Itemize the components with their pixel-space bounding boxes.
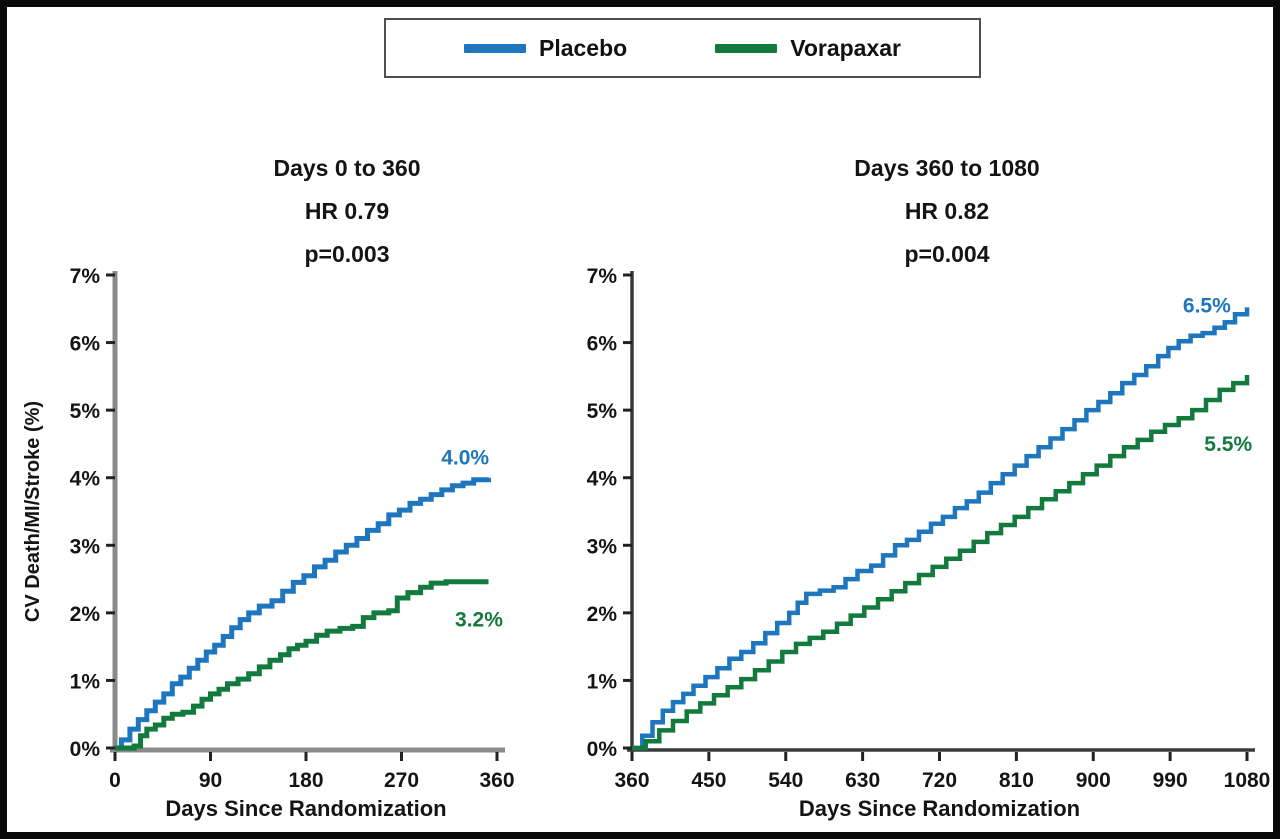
x-axis-title: Days Since Randomization <box>799 796 1080 821</box>
y-axis-title: CV Death/MI/Stroke (%) <box>22 401 44 622</box>
right-panel-period: Days 360 to 1080 <box>854 155 1040 181</box>
placebo-line-swatch <box>463 43 526 53</box>
x-tick-label: 1080 <box>1224 769 1271 792</box>
y-tick-label: 3% <box>70 535 101 558</box>
left-panel-title: Days 0 to 360 HR 0.79 p=0.003 <box>182 147 512 276</box>
left-panel-hazard-ratio: HR 0.79 <box>304 198 390 224</box>
y-tick-label: 4% <box>587 468 618 491</box>
x-tick-label: 540 <box>768 769 803 792</box>
legend-label-vorapaxar: Vorapaxar <box>790 34 901 61</box>
y-tick-label: 3% <box>587 535 618 558</box>
right-panel-p-value: p=0.004 <box>904 241 990 267</box>
right-chart-days-360-1080: 0% 1% 2% 3% 4% 5% 6% 7% 360 450 540 630 720 810 900 990… <box>587 265 1271 821</box>
x-tick-label: 630 <box>845 769 880 792</box>
x-tick-label: 450 <box>691 769 726 792</box>
x-tick-label: 360 <box>614 769 649 792</box>
legend: Placebo Vorapaxar <box>384 18 981 78</box>
y-tick-label: 7% <box>70 265 101 288</box>
x-tick-label: 270 <box>384 769 419 792</box>
left-panel-p-value: p=0.003 <box>304 241 390 267</box>
legend-label-placebo: Placebo <box>538 34 628 61</box>
x-tick-label: 180 <box>288 769 323 792</box>
right-panel-title: Days 360 to 1080 HR 0.82 p=0.004 <box>772 147 1122 276</box>
y-tick-label: 2% <box>70 603 101 626</box>
curve-end-label-vorapaxar: 3.2% <box>455 609 503 632</box>
left-panel-period: Days 0 to 360 <box>273 155 421 181</box>
x-tick-label: 900 <box>1076 769 1111 792</box>
y-tick-label: 4% <box>70 468 101 491</box>
y-tick-label: 6% <box>70 333 101 356</box>
y-tick-label: 2% <box>587 603 618 626</box>
y-tick-label: 0% <box>587 738 618 761</box>
x-tick-label: 810 <box>999 769 1034 792</box>
y-tick-label: 5% <box>70 400 101 423</box>
curve-end-label-placebo: 4.0% <box>441 446 489 469</box>
curve-end-label-vorapaxar: 5.5% <box>1204 433 1252 456</box>
legend-item-placebo: Placebo <box>463 34 628 62</box>
y-tick-label: 7% <box>587 265 618 288</box>
curve-vorapaxar <box>632 375 1250 751</box>
x-tick-label: 0 <box>109 769 121 792</box>
y-tick-label: 6% <box>587 333 618 356</box>
right-panel-hazard-ratio: HR 0.82 <box>904 198 990 224</box>
y-tick-label: 1% <box>70 670 101 693</box>
y-tick-label: 5% <box>587 400 618 423</box>
x-tick-label: 90 <box>199 769 222 792</box>
curve-placebo <box>632 307 1250 751</box>
x-tick-label: 360 <box>479 769 514 792</box>
curve-placebo <box>115 477 491 751</box>
curve-end-label-placebo: 6.5% <box>1183 294 1231 317</box>
x-tick-label: 720 <box>922 769 957 792</box>
vorapaxar-line-swatch <box>715 43 778 53</box>
x-axis-title: Days Since Randomization <box>165 796 446 821</box>
y-tick-label: 1% <box>587 670 618 693</box>
left-chart-days-0-360: 0% 1% 2% 3% 4% 5% 6% 7% 0 90 180 270 360 Days Since R… <box>22 265 515 821</box>
legend-item-vorapaxar: Vorapaxar <box>715 35 901 62</box>
curve-vorapaxar <box>115 579 489 751</box>
x-tick-label: 990 <box>1153 769 1188 792</box>
y-tick-label: 0% <box>70 738 101 761</box>
